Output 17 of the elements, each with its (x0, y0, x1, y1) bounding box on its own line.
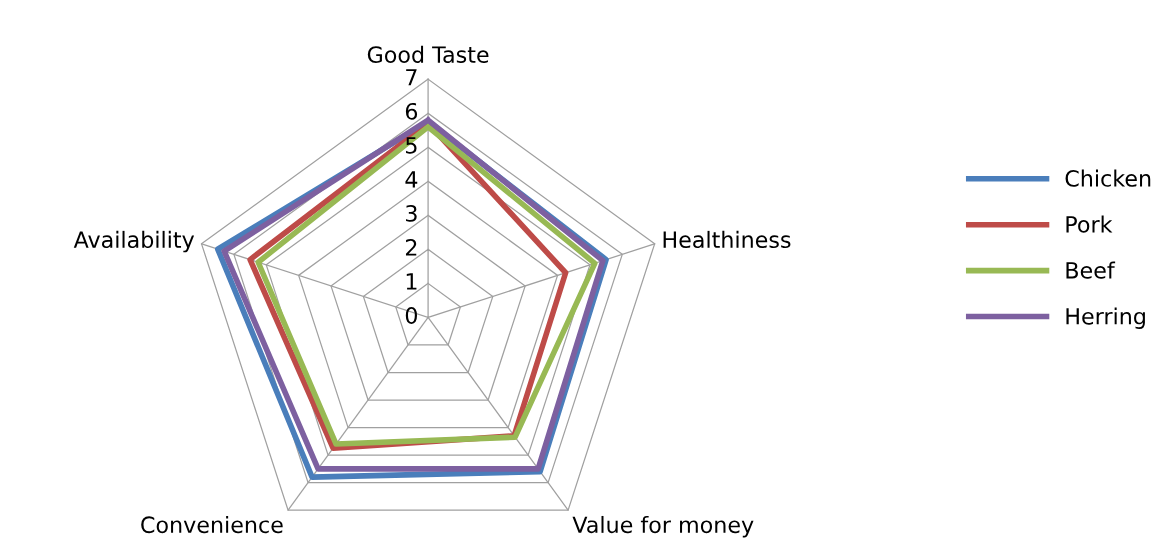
spoke-label: Convenience (141, 515, 283, 534)
y-tick-label: 1 (406, 273, 417, 290)
y-tick-label: 2 (405, 239, 417, 256)
y-tick-label: 4 (405, 171, 418, 188)
legend-label: Herring (1066, 307, 1145, 329)
y-tick-label: 0 (405, 307, 418, 324)
legend-label: Beef (1066, 261, 1116, 279)
spoke-label: Healthiness (663, 230, 791, 249)
legend-label: Pork (1066, 215, 1113, 233)
spoke-label: Value for money (572, 515, 754, 538)
y-tick-label: 3 (406, 204, 417, 222)
y-tick-label: 7 (406, 69, 417, 86)
y-tick-label: 5 (406, 137, 417, 154)
y-tick-label: 6 (405, 102, 418, 120)
legend-label: Chicken (1065, 169, 1151, 187)
spoke-label: Availability (73, 230, 195, 253)
spoke-label: Good Taste (367, 45, 489, 64)
